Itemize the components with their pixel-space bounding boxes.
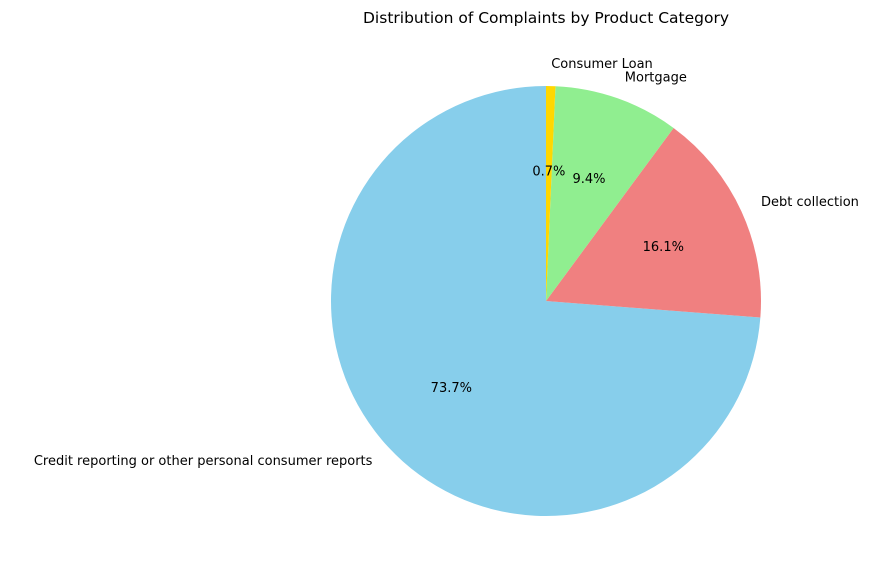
pie-category-label-consumer-loan: Consumer Loan: [551, 57, 653, 72]
pie-slice-debt-collection: [546, 127, 761, 318]
pie-pct-label-mortgage: 9.4%: [572, 172, 605, 187]
pie-pct-label-debt-collection: 16.1%: [643, 240, 684, 255]
pie-slice-mortgage: [546, 86, 674, 302]
pie-slice-consumer-loan: [546, 86, 556, 301]
pie-category-label-debt-collection: Debt collection: [761, 195, 859, 210]
chart-title: Distribution of Complaints by Product Ca…: [363, 9, 729, 27]
pie-pct-label-consumer-loan: 0.7%: [532, 165, 565, 180]
pie-slice-credit-reporting-or-other-personal-consumer-reports: [330, 86, 761, 516]
pie-pct-label-credit-reporting-or-other-personal-consumer-reports: 73.7%: [431, 381, 472, 396]
pie-category-label-credit-reporting-or-other-personal-consumer-reports: Credit reporting or other personal consu…: [34, 454, 373, 469]
pie-labels: 73.7% Credit reporting or other personal …: [34, 57, 859, 469]
pie-slices: [330, 86, 761, 516]
pie-category-label-mortgage: Mortgage: [625, 71, 687, 86]
